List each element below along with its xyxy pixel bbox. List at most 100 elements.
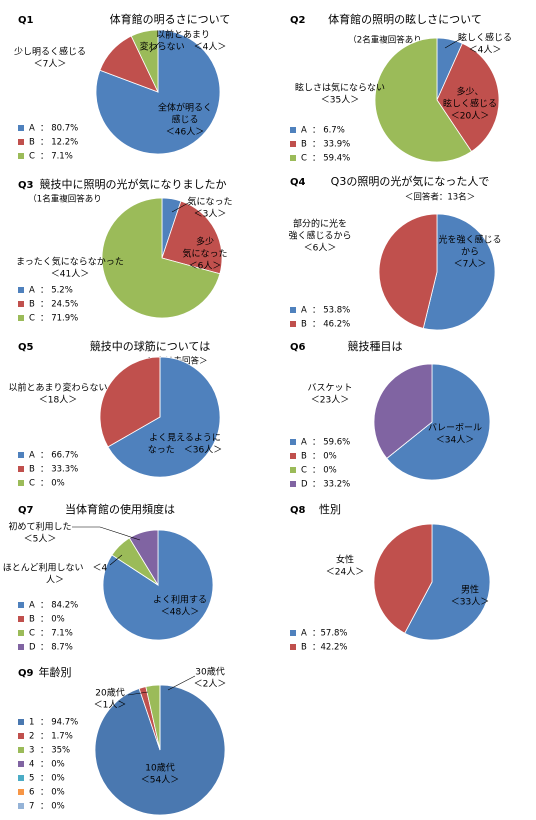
pie-slice <box>374 37 473 163</box>
pie-slice <box>373 363 433 459</box>
legend-swatch <box>290 127 296 133</box>
pie-slice <box>99 356 161 448</box>
chart-title: 競技中に照明の光が気になりましたか <box>40 177 227 191</box>
pie-slice <box>161 200 223 275</box>
chart-title: 年齢別 <box>39 665 72 679</box>
slice-label: ＜24人＞ <box>326 567 364 578</box>
legend-value: ： 0% <box>40 479 65 489</box>
legend-category: B <box>29 138 35 148</box>
legend-value: ： 1.7% <box>40 732 73 742</box>
legend-value: ： 0% <box>40 802 65 812</box>
legend-category: C <box>29 314 35 324</box>
slice-label: 眩しく感じる <box>458 32 512 44</box>
slice-label: ＜5人＞ <box>24 534 57 545</box>
legend-swatch <box>290 307 296 313</box>
legend-category: 7 <box>29 802 34 812</box>
chart-subtitle: ＜回答者：13名＞ <box>405 192 475 203</box>
slice-label: 強く感じるから <box>288 230 351 242</box>
question-number: Q7 <box>18 505 34 516</box>
slice-label: 変わらない ＜4人＞ <box>140 41 227 53</box>
leader-line <box>444 37 463 49</box>
question-number: Q6 <box>290 342 306 353</box>
slice-label: ＜54人＞ <box>141 775 179 786</box>
slice-label: から <box>461 247 479 258</box>
question-number: Q9 <box>18 668 34 679</box>
legend-value: ： 33.2% <box>312 480 350 490</box>
slice-label: 多少、 <box>456 86 483 98</box>
legend-value: ： 8.7% <box>40 643 73 653</box>
leader-line <box>171 201 191 213</box>
slice-label: ＜6人＞ <box>189 261 222 272</box>
slice-label: ＜2人＞ <box>194 679 227 690</box>
legend-value: ： 0% <box>40 788 65 798</box>
slice-label: ＜33人＞ <box>451 597 489 608</box>
legend-value: ： 46.2% <box>312 320 350 330</box>
slice-label: 人＞ <box>46 575 64 586</box>
slice-label: なった ＜36人＞ <box>148 445 222 456</box>
slice-label: 眩しさは気にならない <box>295 82 385 94</box>
legend-value: ： 0% <box>40 760 65 770</box>
slice-label: 10歳代 <box>145 762 174 774</box>
legend-category: A <box>301 629 307 639</box>
slice-label: ＜18人＞ <box>39 395 77 406</box>
legend-swatch <box>18 719 24 725</box>
legend-category: B <box>301 140 307 150</box>
legend-swatch <box>18 452 24 458</box>
pie-slice <box>422 213 496 331</box>
legend-swatch <box>290 481 296 487</box>
legend-category: A <box>301 126 307 136</box>
legend-category: 4 <box>29 760 34 770</box>
legend-swatch <box>18 287 24 293</box>
slice-label: 女性 <box>336 554 354 566</box>
legend-category: A <box>29 601 35 611</box>
legend-swatch <box>18 480 24 486</box>
slice-label: バスケット <box>307 383 352 394</box>
legend-category: C <box>29 479 35 489</box>
slice-label: ＜20人＞ <box>451 111 489 122</box>
legend-category: A <box>29 124 35 134</box>
legend-swatch <box>18 761 24 767</box>
legend-category: A <box>301 438 307 448</box>
legend-category: 6 <box>29 788 34 798</box>
legend-value: ：57.8% <box>312 629 348 639</box>
legend-category: A <box>29 451 35 461</box>
legend-swatch <box>18 139 24 145</box>
legend-value: ： 59.6% <box>312 438 350 448</box>
legend-swatch <box>290 467 296 473</box>
slice-label: 部分的に光を <box>293 218 347 230</box>
slice-label: ＜48人＞ <box>161 607 199 618</box>
slice-label: 初めて利用した <box>8 521 71 533</box>
legend-category: B <box>301 320 307 330</box>
legend-value: ： 0% <box>312 452 337 462</box>
legend-value: ： 71.9% <box>40 314 78 324</box>
chart-title: 競技中の球筋については <box>90 339 210 353</box>
pie-slice <box>373 523 433 634</box>
legend-category: C <box>301 466 307 476</box>
legend-category: C <box>301 154 307 164</box>
legend-swatch <box>18 803 24 809</box>
leader-line <box>72 526 141 541</box>
legend-swatch <box>18 466 24 472</box>
legend-value: ：42.2% <box>312 643 348 653</box>
legend-value: ： 7.1% <box>40 629 73 639</box>
slice-label: 気になった <box>187 196 232 208</box>
slice-label: 以前とあまり <box>156 29 210 41</box>
legend-swatch <box>18 301 24 307</box>
slice-label: ＜1人＞ <box>94 700 127 711</box>
slice-label: ＜7人＞ <box>454 259 487 270</box>
slice-label: 感じる <box>171 114 198 126</box>
legend-swatch <box>290 630 296 636</box>
slice-label: ほとんど利用しない ＜4 <box>3 562 108 574</box>
legend-swatch <box>290 155 296 161</box>
legend-category: 2 <box>29 732 34 742</box>
legend-category: B <box>301 643 307 653</box>
slice-label: ＜3人＞ <box>194 209 227 220</box>
legend-category: D <box>29 643 36 653</box>
legend-category: A <box>301 306 307 316</box>
leader-line <box>127 691 149 696</box>
legend-category: B <box>29 615 35 625</box>
chart-title: 当体育館の使用頻度は <box>65 502 175 516</box>
pie-slice <box>404 523 491 641</box>
pie-slice <box>101 197 221 319</box>
slice-label: 光を強く感じる <box>438 234 501 246</box>
